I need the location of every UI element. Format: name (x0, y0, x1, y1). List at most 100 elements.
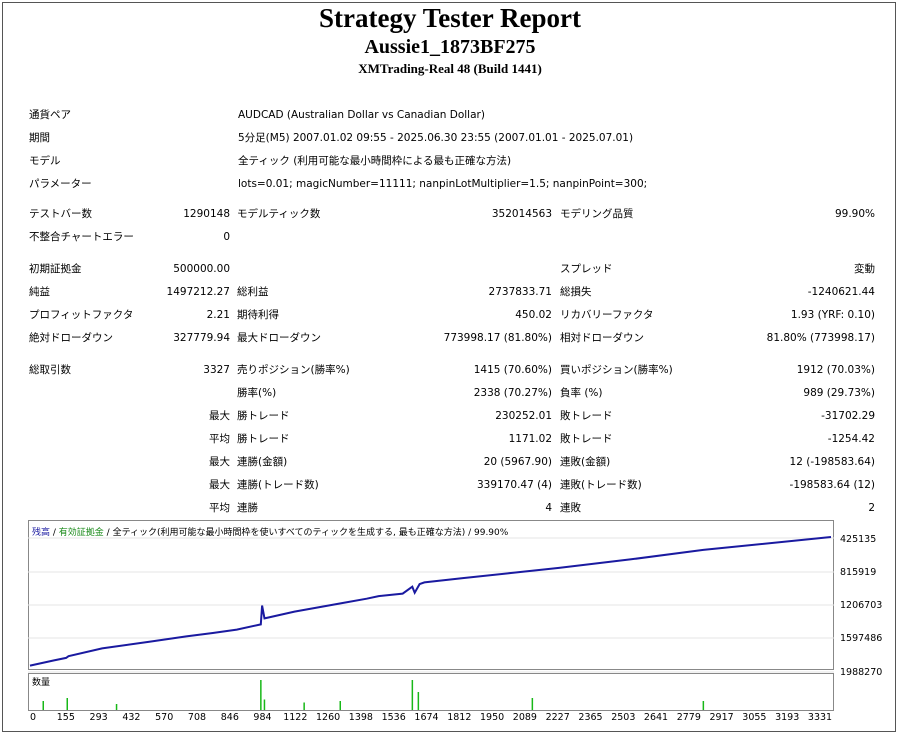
x-tick-label: 3193 (775, 712, 800, 723)
info-value: 5分足(M5) 2007.01.02 09:55 - 2025.06.30 23… (238, 132, 634, 144)
y-tick-label: 1597486 (840, 633, 883, 644)
stat-value: 1415 (70.60%) (473, 364, 552, 376)
x-tick-label: 2917 (709, 712, 734, 723)
info-label: 通貨ペア (29, 109, 71, 121)
stat-value: 平均 (209, 433, 230, 445)
info-label: モデル (29, 155, 61, 167)
x-tick-label: 846 (220, 712, 239, 723)
stat-label: 勝率(%) (237, 387, 277, 399)
x-tick-label: 1260 (316, 712, 341, 723)
stat-label: 連勝(トレード数) (237, 479, 319, 491)
stat-value: -31702.29 (821, 410, 875, 422)
x-tick-label: 155 (56, 712, 75, 723)
x-tick-label: 2641 (643, 712, 669, 723)
stat-value: 230252.01 (495, 410, 552, 422)
volume-bar (702, 701, 705, 710)
stat-value: -1254.42 (827, 433, 875, 445)
info-value: AUDCAD (Australian Dollar vs Canadian Do… (238, 109, 485, 121)
x-tick-label: 2227 (545, 712, 570, 723)
stat-label: 連勝(金額) (237, 456, 288, 468)
x-tick-label: 3055 (742, 712, 767, 723)
stat-value: 最大 (209, 456, 230, 468)
stat-label: 連勝 (237, 502, 258, 514)
volume-bar (42, 701, 44, 710)
volume-bar (303, 702, 305, 710)
stat-label: 純益 (29, 286, 50, 298)
volume-bar (115, 704, 118, 710)
x-tick-label: 2089 (512, 712, 537, 723)
stat-value: 2737833.71 (488, 286, 552, 298)
stat-label: 初期証拠金 (29, 263, 82, 275)
stat-value: 1912 (70.03%) (796, 364, 875, 376)
stat-label: 敗トレード (560, 410, 613, 422)
volume-bar (417, 692, 420, 710)
stat-label: 負率 (%) (560, 387, 603, 399)
stat-label: 連敗(金額) (560, 456, 611, 468)
stat-label: 連敗(トレード数) (560, 479, 642, 491)
stat-value: 1171.02 (508, 433, 552, 445)
stat-label: モデルティック数 (237, 208, 321, 220)
x-tick-label: 1674 (414, 712, 439, 723)
info-value: 全ティック (利用可能な最小時間枠による最も正確な方法) (238, 155, 512, 167)
volume-chart (28, 673, 834, 711)
balance-chart (28, 520, 834, 670)
x-tick-label: 432 (122, 712, 141, 723)
x-tick-label: 1812 (447, 712, 472, 723)
stat-value: 2 (868, 502, 875, 514)
report-title: Strategy Tester Report (319, 3, 581, 33)
x-tick-label: 2365 (578, 712, 603, 723)
stat-value: 12 (-198583.64) (789, 456, 875, 468)
stat-label: モデリング品質 (560, 208, 634, 220)
info-label: パラメーター (29, 178, 92, 190)
server-info: XMTrading-Real 48 (Build 1441) (358, 61, 542, 76)
volume-bar (263, 699, 266, 710)
stat-value: -198583.64 (12) (789, 479, 875, 491)
volume-label: 数量 (32, 678, 51, 688)
stat-value: 1290148 (183, 208, 230, 220)
stat-label: 総取引数 (29, 364, 71, 376)
stat-value: 500000.00 (173, 263, 230, 275)
volume-bar (339, 701, 341, 710)
x-tick-label: 1122 (283, 712, 308, 723)
stat-label: テストバー数 (29, 208, 92, 220)
volume-bar (260, 680, 262, 710)
x-tick-label: 2503 (611, 712, 636, 723)
stat-value: 99.90% (834, 208, 875, 220)
info-label: 期間 (29, 132, 50, 144)
stat-value: 1497212.27 (166, 286, 230, 298)
stat-value: 4 (545, 502, 552, 514)
stat-label: 絶対ドローダウン (29, 332, 113, 344)
stat-value: 450.02 (515, 309, 552, 321)
stat-value: 2338 (70.27%) (473, 387, 552, 399)
stat-label: 買いポジション(勝率%) (560, 364, 673, 376)
volume-bar (411, 680, 414, 710)
stat-value: 327779.94 (173, 332, 230, 344)
x-tick-label: 1398 (348, 712, 373, 723)
stat-value: 989 (29.73%) (803, 387, 875, 399)
stat-value: 1.93 (YRF: 0.10) (790, 309, 875, 321)
stat-value: 20 (5967.90) (483, 456, 552, 468)
legend-equity: 有効証拠金 (58, 528, 104, 538)
stat-value: 最大 (209, 479, 230, 491)
stat-value: 0 (223, 231, 230, 243)
x-tick-label: 570 (155, 712, 174, 723)
stat-label: 相対ドローダウン (560, 332, 644, 344)
stat-label: スプレッド (560, 263, 613, 275)
stat-label: 不整合チャートエラー (29, 231, 134, 243)
x-tick-label: 1950 (480, 712, 505, 723)
stat-label: 期待利得 (237, 309, 279, 321)
stat-label: 総利益 (237, 286, 269, 298)
chart-legend: 残高 / 有効証拠金 / 全ティック(利用可能な最小時間枠を使いすべてのティック… (32, 528, 509, 538)
stat-label: 最大ドローダウン (237, 332, 321, 344)
stat-value: 81.80% (773998.17) (766, 332, 875, 344)
stat-value: 339170.47 (4) (477, 479, 552, 491)
legend-balance: 残高 (32, 528, 51, 538)
stat-label: 連敗 (560, 502, 581, 514)
stat-value: 変動 (854, 263, 875, 275)
stat-label: 勝トレード (237, 410, 290, 422)
x-tick-label: 2779 (676, 712, 701, 723)
info-value: lots=0.01; magicNumber=11111; nanpinLotM… (238, 178, 648, 190)
stat-label: リカバリーファクタ (560, 309, 654, 321)
stat-label: プロフィットファクタ (29, 309, 134, 321)
